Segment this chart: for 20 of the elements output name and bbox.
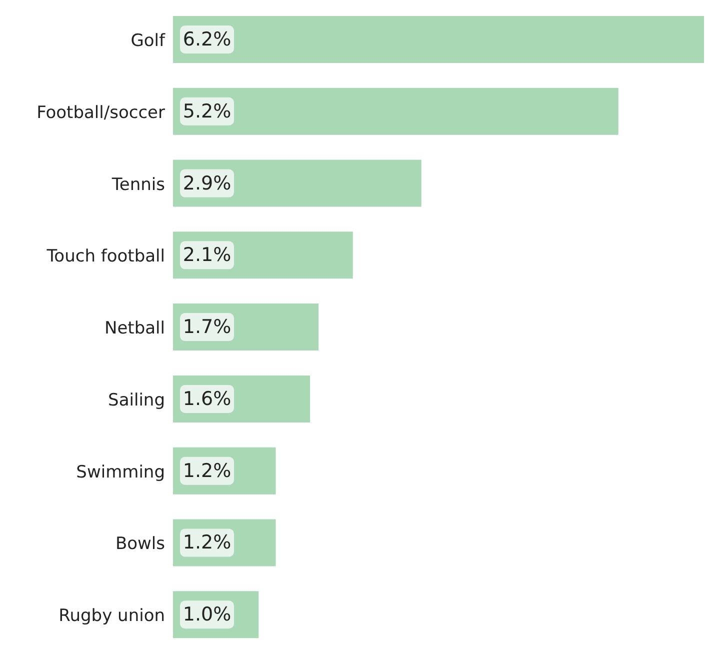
- y-tick-label: Tennis: [110, 174, 166, 195]
- y-tick-label: Golf: [130, 30, 166, 51]
- y-tick-label: Bowls: [115, 534, 166, 554]
- data-label: 1.2%: [182, 532, 232, 554]
- data-label: 1.0%: [182, 604, 232, 626]
- y-tick-label: Sailing: [108, 390, 165, 410]
- y-tick-label: Swimming: [76, 462, 165, 482]
- bar: [173, 88, 618, 135]
- bar: [173, 16, 704, 63]
- data-label: 2.1%: [182, 244, 232, 266]
- data-label: 6.2%: [182, 28, 232, 50]
- data-label: 1.2%: [182, 460, 232, 482]
- y-tick-label: Netball: [104, 318, 165, 339]
- data-label: 5.2%: [182, 100, 232, 122]
- data-label: 1.6%: [182, 388, 232, 410]
- data-label: 1.7%: [182, 316, 232, 338]
- y-tick-label: Touch football: [46, 246, 165, 267]
- data-label: 2.9%: [182, 172, 232, 194]
- y-tick-label: Football/soccer: [36, 102, 166, 123]
- y-tick-label: Rugby union: [58, 606, 165, 626]
